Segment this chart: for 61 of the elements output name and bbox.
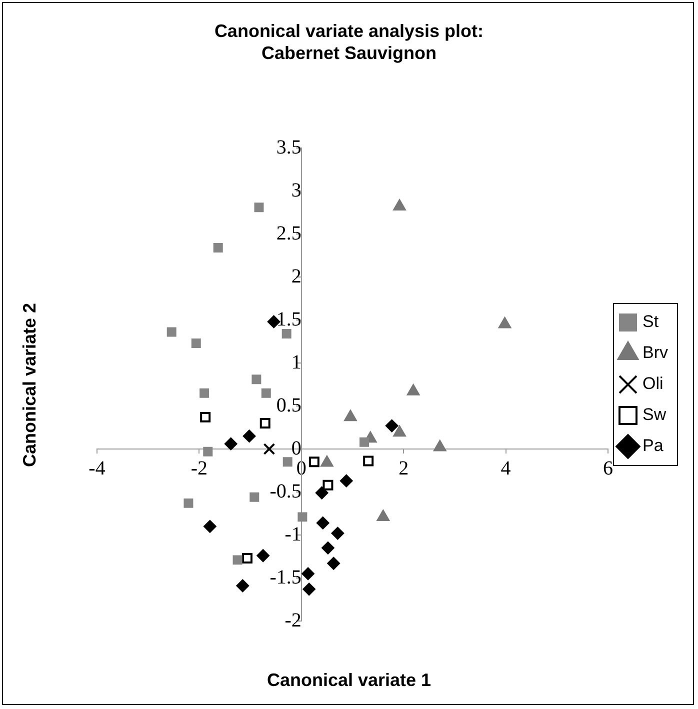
point	[200, 388, 210, 398]
point	[363, 456, 374, 466]
legend-label: Pa	[642, 436, 664, 456]
y-tick-label: 2	[291, 265, 302, 288]
point	[315, 486, 328, 500]
y-tick-label: 3	[291, 179, 302, 202]
x-tick-label: 2	[398, 457, 409, 480]
point	[213, 243, 223, 253]
point	[298, 512, 308, 522]
point	[302, 582, 316, 596]
legend-label: St	[642, 312, 659, 332]
y-tick-label: 1.5	[276, 308, 302, 330]
point	[252, 374, 262, 384]
y-tick-label: 1	[291, 351, 302, 374]
point	[254, 202, 264, 212]
y-tick-label: 3.5	[276, 136, 302, 158]
point	[321, 541, 334, 554]
point	[250, 492, 260, 502]
legend-label: Sw	[642, 405, 667, 424]
point	[282, 457, 292, 467]
y-tick-label: -1.5	[270, 566, 302, 588]
y-axis-title: Canonical variate 2	[20, 302, 40, 468]
point	[282, 329, 292, 339]
y-tick-label: -2	[284, 609, 302, 632]
point	[236, 579, 250, 592]
point	[331, 526, 344, 540]
point	[360, 437, 369, 447]
point	[260, 418, 270, 428]
x-axis-title: Canonical variate 1	[266, 670, 432, 691]
y-tick-label: 0	[291, 437, 302, 460]
y-tick-label: 0.5	[276, 394, 302, 416]
point	[224, 437, 238, 450]
point	[203, 446, 213, 456]
legend-label: Brv	[642, 343, 668, 362]
point	[242, 430, 256, 443]
point	[263, 443, 276, 455]
x-tick-label: -2	[190, 457, 208, 480]
point	[256, 549, 270, 562]
point	[316, 516, 330, 530]
point	[191, 338, 201, 348]
point	[232, 555, 242, 565]
point	[302, 567, 315, 580]
point	[166, 327, 176, 337]
point	[200, 412, 211, 422]
point	[308, 456, 320, 468]
legend-label: Oli	[642, 374, 664, 394]
point	[322, 480, 334, 490]
x-tick-label: 4	[500, 457, 511, 480]
point	[184, 498, 194, 508]
point	[385, 419, 398, 432]
point	[242, 552, 252, 564]
point	[340, 474, 353, 488]
y-tick-label: -0.5	[270, 480, 302, 502]
chart-title: Canonical variate analysis plot: Cabernet Sauvignon	[213, 20, 485, 64]
point	[327, 556, 340, 570]
x-tick-label: 6	[603, 457, 613, 480]
point	[261, 388, 271, 398]
x-tick-label: -4	[88, 457, 106, 480]
point	[203, 520, 216, 533]
y-tick-label: -1	[284, 523, 302, 546]
y-tick-label: 2.5	[276, 222, 302, 244]
